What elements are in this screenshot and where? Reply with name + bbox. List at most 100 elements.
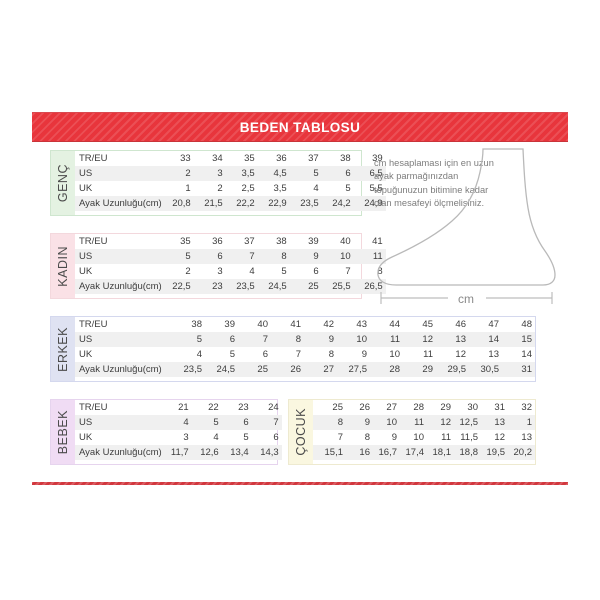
size-cell: 2,5 <box>241 183 255 194</box>
size-cell: 3 <box>217 168 223 179</box>
size-cell: 42 <box>323 319 334 330</box>
size-cell: 22,5 <box>172 281 191 292</box>
row-values: 38 39 40 41 42 43 44 45 46 47 48 <box>108 319 536 330</box>
row-header-tr-eu: TR/EU <box>79 402 108 413</box>
category-label-kadin: KADIN <box>56 245 70 287</box>
row-values: 22,5 23 23,5 24,5 25 25,5 26,5 <box>162 281 386 292</box>
category-tab-erkek: ERKEK <box>51 317 75 381</box>
size-cell: 15 <box>521 334 532 345</box>
size-cell: 12 <box>422 334 433 345</box>
row-header-tr-eu: TR/EU <box>79 236 108 247</box>
bottom-divider <box>32 482 568 485</box>
row-values: 35 36 37 38 39 40 41 <box>108 236 386 247</box>
table-row: 15,1 16 16,7 17,4 18,1 18,8 19,5 20,2 <box>313 445 535 460</box>
size-cell: 23,5 <box>300 198 319 209</box>
size-cell: 20,8 <box>172 198 191 209</box>
category-label-erkek: ERKEK <box>56 326 70 372</box>
measurement-instructions: cm hesaplaması için en uzun ayak parmağı… <box>374 158 494 209</box>
size-cell: 35 <box>180 236 191 247</box>
size-cell: 10 <box>386 417 397 428</box>
category-label-cocuk: ÇOCUK <box>294 408 308 456</box>
size-cell: 47 <box>488 319 499 330</box>
size-cell: 9 <box>391 432 397 443</box>
size-cell: 9 <box>328 334 334 345</box>
size-cell: 27,5 <box>348 364 368 375</box>
size-cell: 27 <box>323 364 334 375</box>
size-cell: 23 <box>212 281 223 292</box>
size-cell: 23 <box>238 402 249 413</box>
table-row: UK 4 5 6 7 8 9 10 11 12 13 14 <box>75 347 535 362</box>
row-values: 21 22 23 24 <box>108 402 282 413</box>
size-cell: 33 <box>180 153 191 164</box>
size-table-kadin: KADIN TR/EU 35 36 37 38 39 40 41 US 5 6 7 8 9 10 11 … <box>50 233 386 299</box>
size-cell: 36 <box>276 153 287 164</box>
size-cell: 19,5 <box>486 447 506 458</box>
size-cell: 12,6 <box>200 447 219 458</box>
size-cell: 11 <box>423 349 433 360</box>
size-cell: 21 <box>178 402 189 413</box>
size-cell: 7 <box>273 417 279 428</box>
row-header-length: Ayak Uzunluğu(cm) <box>79 447 162 458</box>
size-cell: 25,5 <box>332 281 351 292</box>
size-cell: 4 <box>213 432 219 443</box>
size-cell: 37 <box>244 236 255 247</box>
size-cell: 10 <box>356 334 367 345</box>
size-cell: 25 <box>308 281 319 292</box>
size-cell: 16 <box>359 447 370 458</box>
row-header-length: Ayak Uzunluğu(cm) <box>79 198 162 209</box>
size-cell: 40 <box>340 236 351 247</box>
row-header-uk: UK <box>79 183 93 194</box>
row-values: 8 9 10 11 12 12,5 13 1 <box>313 417 535 428</box>
table-row: Ayak Uzunluğu(cm) 20,8 21,5 22,2 22,9 23,5 24… <box>75 196 386 211</box>
size-cell: 15,1 <box>324 447 344 458</box>
size-cell: 5 <box>229 349 235 360</box>
row-header-uk: UK <box>79 266 93 277</box>
size-cell: 31 <box>521 364 532 375</box>
size-cell: 5 <box>243 432 249 443</box>
size-cell: 22,9 <box>268 198 287 209</box>
category-tab-kadin: KADIN <box>51 234 75 298</box>
size-grid-bebek: TR/EU 21 22 23 24 US 4 5 6 7 UK 3 4 5 6 Ayak Uzun… <box>75 400 282 464</box>
row-header-tr-eu: TR/EU <box>79 153 108 164</box>
table-row: US 5 6 7 8 9 10 11 <box>75 249 386 264</box>
size-cell: 8 <box>281 251 287 262</box>
size-cell: 8 <box>364 432 370 443</box>
size-cell: 8 <box>337 417 343 428</box>
size-cell: 11 <box>372 251 383 262</box>
category-label-genc: GENÇ <box>56 163 70 203</box>
size-grid-cocuk: 25 26 27 28 29 30 31 32 8 9 10 11 12 12,5 13 1 7 8 9 10 11… <box>313 400 535 464</box>
size-cell: 2 <box>217 183 223 194</box>
table-row: TR/EU 21 22 23 24 <box>75 400 282 415</box>
size-cell: 32 <box>521 402 532 413</box>
category-tab-cocuk: ÇOCUK <box>289 400 313 464</box>
size-cell: 4 <box>249 266 255 277</box>
row-header-tr-eu: TR/EU <box>79 319 108 330</box>
size-table-cocuk: ÇOCUK 25 26 27 28 29 30 31 32 8 9 10 11 12 12,5 13 1 7… <box>288 399 536 465</box>
table-row: UK 2 3 4 5 6 7 8 <box>75 264 386 279</box>
size-cell: 34 <box>212 153 223 164</box>
row-values: 15,1 16 16,7 17,4 18,1 18,8 19,5 20,2 <box>313 447 535 458</box>
cm-dimension-label: cm <box>458 292 474 306</box>
size-cell: 14 <box>488 334 499 345</box>
size-cell: 38 <box>191 319 202 330</box>
size-cell: 6 <box>243 417 249 428</box>
size-cell: 45 <box>422 319 433 330</box>
row-values: 4 5 6 7 <box>92 417 282 428</box>
size-cell: 8 <box>328 349 334 360</box>
size-cell: 23,5 <box>183 364 203 375</box>
table-row: 8 9 10 11 12 12,5 13 1 <box>313 415 535 430</box>
size-cell: 38 <box>340 153 351 164</box>
size-cell: 26 <box>290 364 301 375</box>
table-row: 25 26 27 28 29 30 31 32 <box>313 400 535 415</box>
row-header-us: US <box>79 417 93 428</box>
table-row: TR/EU 33 34 35 36 37 38 39 <box>75 151 386 166</box>
size-cell: 13,4 <box>230 447 249 458</box>
row-values: 5 6 7 8 9 10 11 12 13 14 15 <box>92 334 535 345</box>
size-cell: 18,1 <box>432 447 452 458</box>
size-cell: 39 <box>372 153 383 164</box>
row-header-length: Ayak Uzunluğu(cm) <box>79 364 162 375</box>
foot-diagram: cm <box>372 148 560 313</box>
size-cell: 23,5 <box>236 281 255 292</box>
